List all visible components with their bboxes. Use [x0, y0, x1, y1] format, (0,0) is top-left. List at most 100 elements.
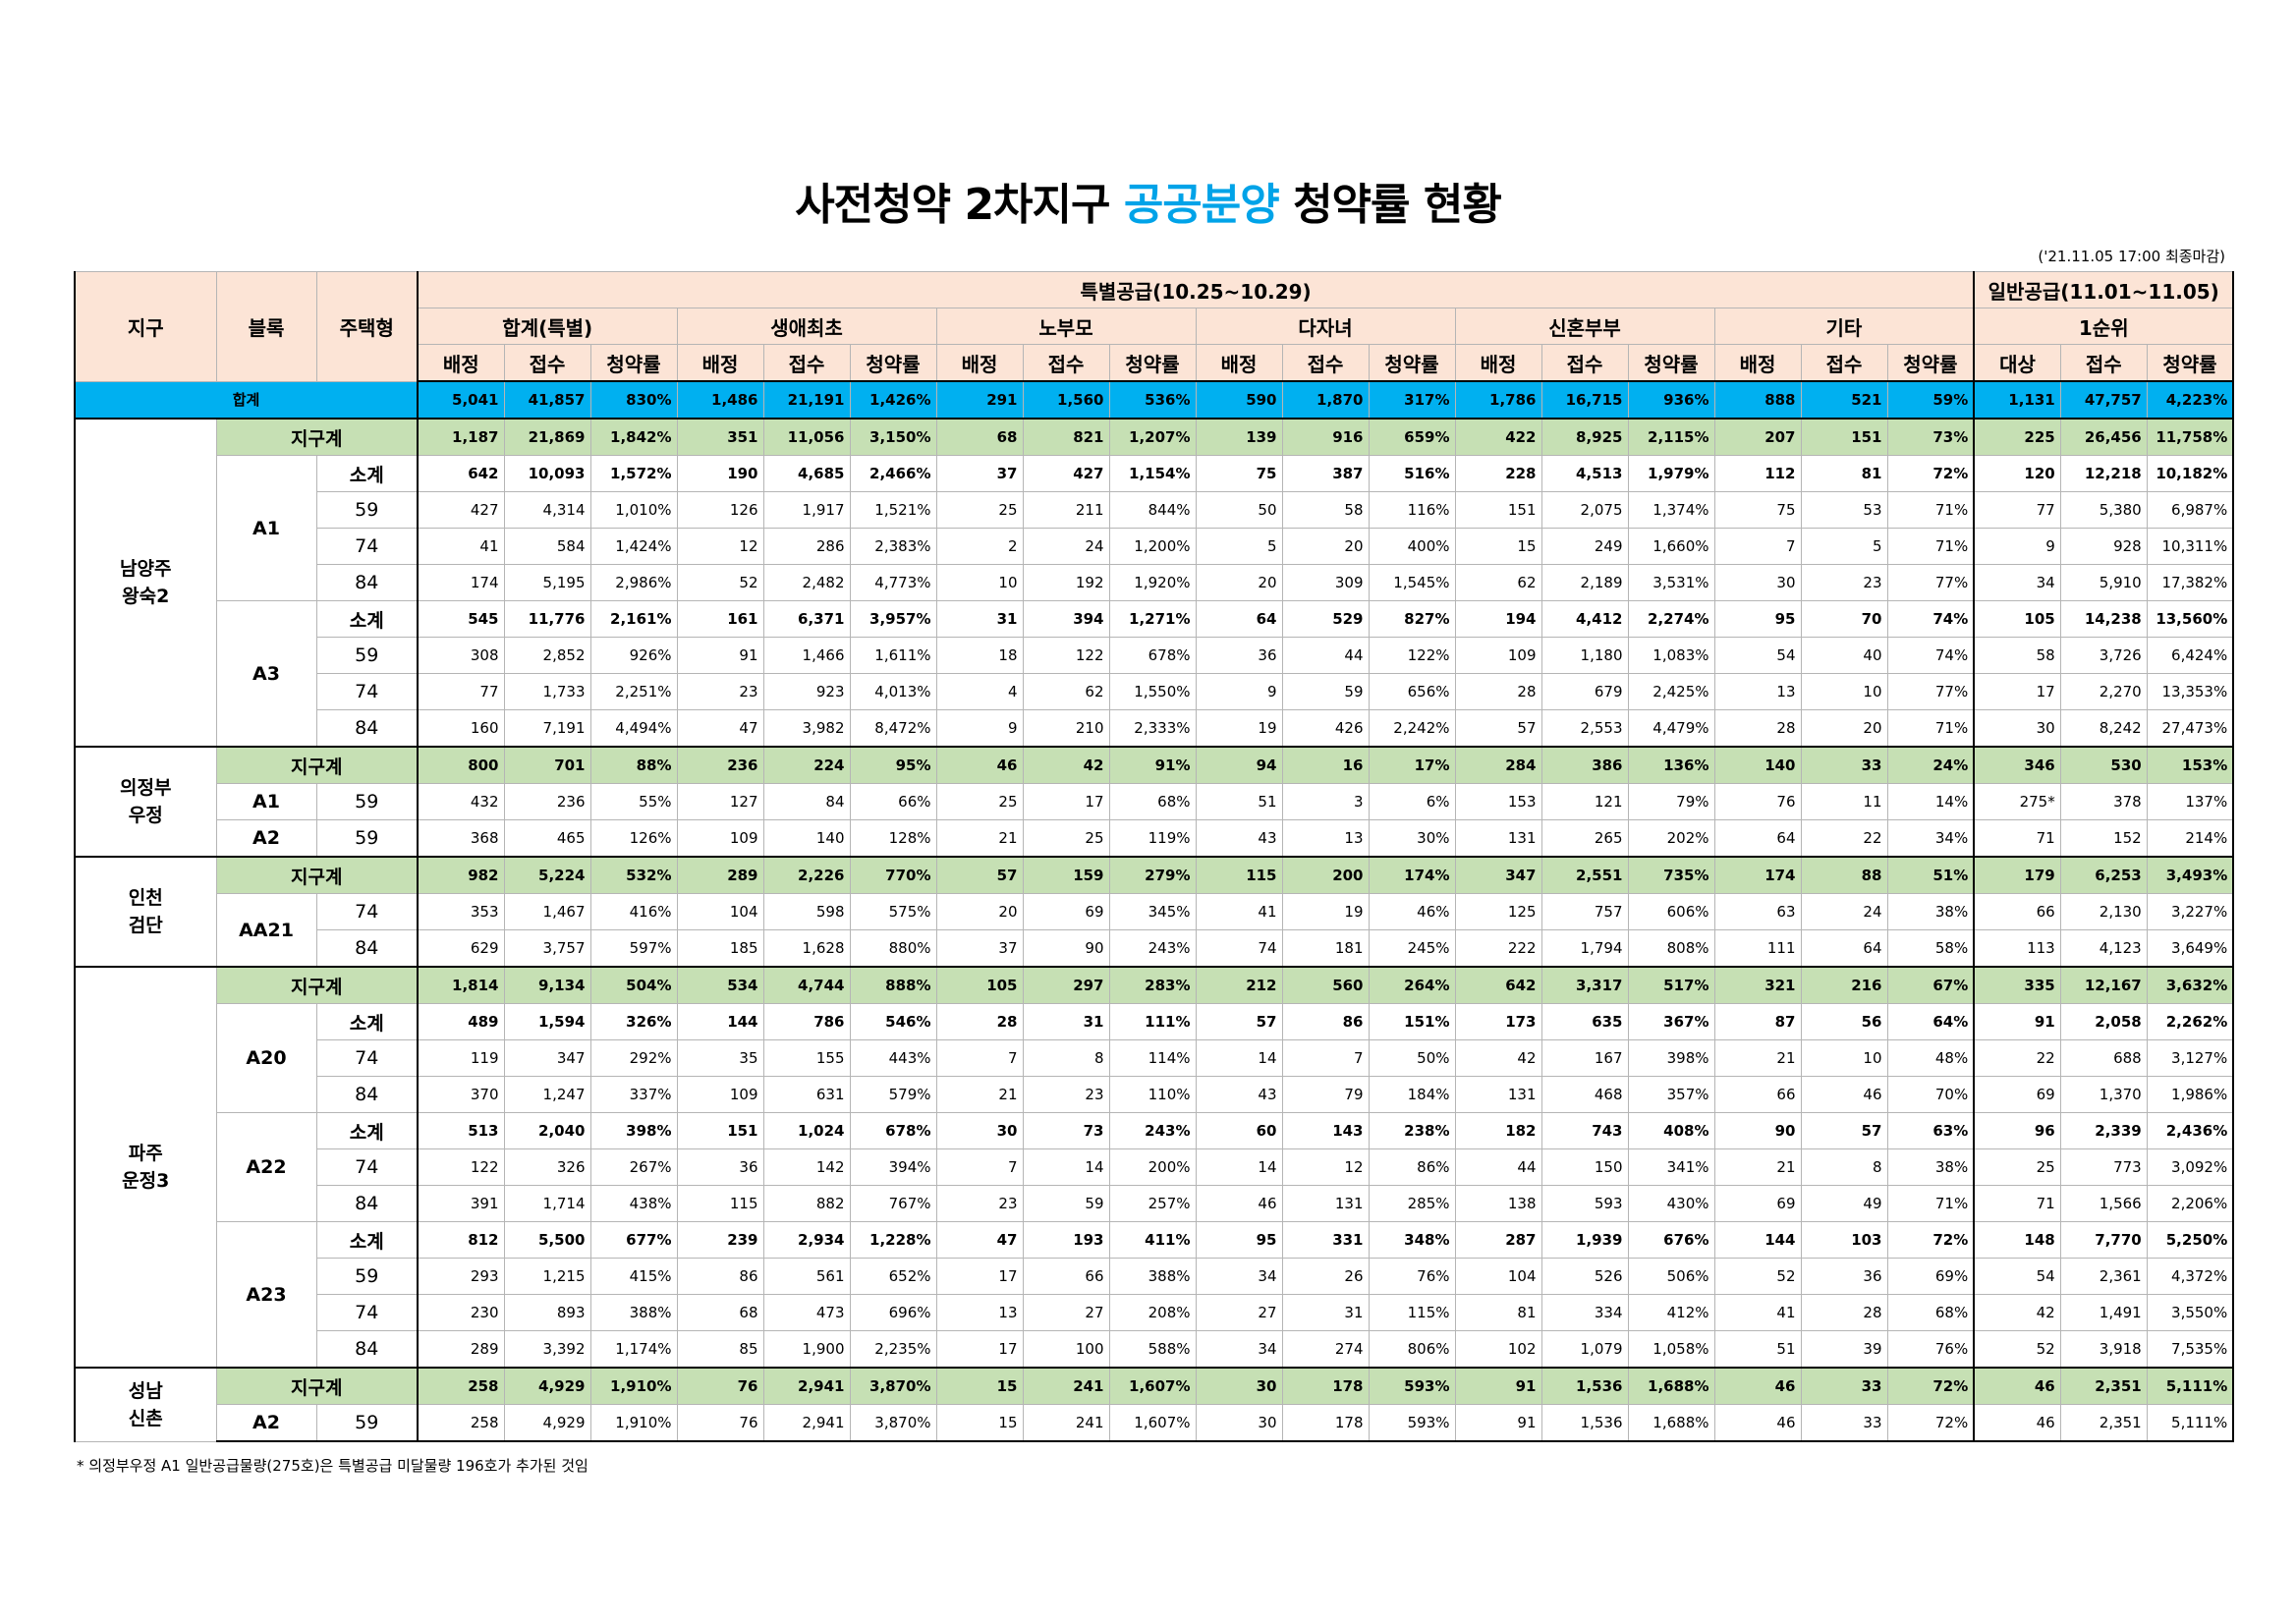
data-cell: 575% — [849, 893, 937, 930]
housing-type: 74 — [315, 528, 419, 565]
data-cell: 30 — [1195, 1404, 1283, 1442]
housing-type: 84 — [315, 929, 419, 968]
data-cell: 17 — [1022, 783, 1110, 820]
data-cell: 292% — [589, 1039, 678, 1077]
data-cell: 184% — [1368, 1076, 1456, 1113]
data-cell: 656% — [1368, 673, 1456, 710]
data-cell: 3,317 — [1540, 966, 1629, 1004]
housing-type: 74 — [315, 1294, 419, 1331]
data-cell: 28 — [1713, 709, 1802, 748]
data-cell: 224 — [762, 746, 851, 784]
data-cell: 26 — [1281, 1258, 1370, 1295]
data-cell: 137% — [2146, 783, 2235, 820]
data-cell: 22 — [1973, 1039, 2061, 1077]
data-cell: 530 — [2059, 746, 2148, 784]
data-cell: 926% — [589, 637, 678, 674]
data-cell: 274 — [1281, 1330, 1370, 1369]
header-cell: 청약률 — [2146, 344, 2235, 382]
data-cell: 13,560% — [2146, 600, 2235, 638]
data-cell: 367% — [1627, 1003, 1715, 1040]
data-cell: 2,226 — [762, 856, 851, 894]
data-cell: 43 — [1195, 1076, 1283, 1113]
data-cell: 87 — [1713, 1003, 1802, 1040]
data-cell: 2,270 — [2059, 673, 2148, 710]
data-cell: 115 — [1195, 856, 1283, 894]
data-cell: 3,918 — [2059, 1330, 2148, 1369]
data-cell: 289 — [676, 856, 764, 894]
data-cell: 473 — [762, 1294, 851, 1331]
data-cell: 12,167 — [2059, 966, 2148, 1004]
table-row: 74 119 347 292% 35 155 443% 7 8 114% 14 7 50% 42 167 39… — [75, 1039, 2235, 1077]
data-cell: 923 — [762, 673, 851, 710]
data-cell: 2,466% — [849, 455, 937, 492]
data-cell: 31 — [1281, 1294, 1370, 1331]
data-cell: 34% — [1886, 819, 1976, 858]
data-cell: 827% — [1368, 600, 1456, 638]
data-cell: 104 — [1454, 1258, 1542, 1295]
data-cell: 46% — [1368, 893, 1456, 930]
data-cell: 76 — [676, 1367, 764, 1405]
data-cell: 11,758% — [2146, 418, 2235, 456]
data-cell: 91 — [676, 637, 764, 674]
data-cell: 283% — [1108, 966, 1197, 1004]
data-cell: 516% — [1368, 455, 1456, 492]
data-cell: 16,715 — [1540, 380, 1629, 420]
header-cell: 다자녀 — [1195, 308, 1456, 345]
data-cell: 351 — [676, 418, 764, 456]
data-cell: 1,550% — [1108, 673, 1197, 710]
data-cell: 72% — [1886, 1404, 1976, 1442]
header-cell: 접수 — [1022, 344, 1110, 382]
table-row: A23 소계 812 5,500 677% 239 2,934 1,228% 47 193 411%… — [75, 1221, 2235, 1369]
data-cell: 222 — [1454, 929, 1542, 968]
data-cell: 400% — [1368, 528, 1456, 565]
data-cell: 131 — [1281, 1185, 1370, 1222]
housing-type: 소계 — [315, 1003, 419, 1040]
data-cell: 14 — [1195, 1148, 1283, 1186]
data-cell: 1,920% — [1108, 564, 1197, 601]
district-name: 인천 검단 — [74, 856, 217, 968]
data-cell: 370 — [417, 1076, 505, 1113]
header-cell: 접수 — [1540, 344, 1629, 382]
table-row: 59 308 2,852 926% 91 1,466 1,611% 18 122 678% 36 44… — [75, 637, 2235, 674]
data-cell: 3,150% — [849, 418, 937, 456]
table-row: A1 소계 642 10,093 1,572% 190 4,685 2,466% 37 427 1,… — [75, 455, 2235, 601]
data-cell: 20 — [1800, 709, 1888, 748]
housing-type: 74 — [315, 1148, 419, 1186]
table-row: 59 427 4,314 1,010% 126 1,917 1,521% 25 211 844% 5… — [75, 491, 2235, 529]
data-cell: 13 — [935, 1294, 1024, 1331]
data-cell: 75 — [1713, 491, 1802, 529]
data-cell: 386 — [1540, 746, 1629, 784]
data-cell: 287 — [1454, 1221, 1542, 1259]
header-cell: 배정 — [676, 344, 764, 382]
data-cell: 15 — [935, 1367, 1024, 1405]
data-cell: 44 — [1454, 1148, 1542, 1186]
data-cell: 19 — [1281, 893, 1370, 930]
data-cell: 113 — [1973, 929, 2061, 968]
data-cell: 30 — [1973, 709, 2061, 748]
data-cell: 46 — [1713, 1367, 1802, 1405]
data-cell: 5,910 — [2059, 564, 2148, 601]
data-cell: 1,917 — [762, 491, 851, 529]
header-cell: 청약률 — [1368, 344, 1456, 382]
data-cell: 517% — [1627, 966, 1715, 1004]
data-cell: 212 — [1195, 966, 1283, 1004]
data-cell: 36 — [676, 1148, 764, 1186]
data-cell: 58% — [1886, 929, 1976, 968]
data-cell: 68 — [676, 1294, 764, 1331]
data-cell: 1,611% — [849, 637, 937, 674]
data-cell: 348% — [1368, 1221, 1456, 1259]
data-cell: 2,941 — [762, 1404, 851, 1442]
housing-type: 84 — [315, 709, 419, 748]
data-cell: 50% — [1368, 1039, 1456, 1077]
data-cell: 8,242 — [2059, 709, 2148, 748]
data-cell: 51 — [1713, 1330, 1802, 1369]
data-cell: 5,041 — [417, 380, 505, 420]
data-cell: 151% — [1368, 1003, 1456, 1040]
data-cell: 258 — [417, 1367, 505, 1405]
data-cell: 368 — [417, 819, 505, 858]
data-cell: 216 — [1800, 966, 1888, 1004]
data-cell: 1,572% — [589, 455, 678, 492]
data-cell: 86 — [1281, 1003, 1370, 1040]
data-cell: 506% — [1627, 1258, 1715, 1295]
data-cell: 84 — [762, 783, 851, 820]
